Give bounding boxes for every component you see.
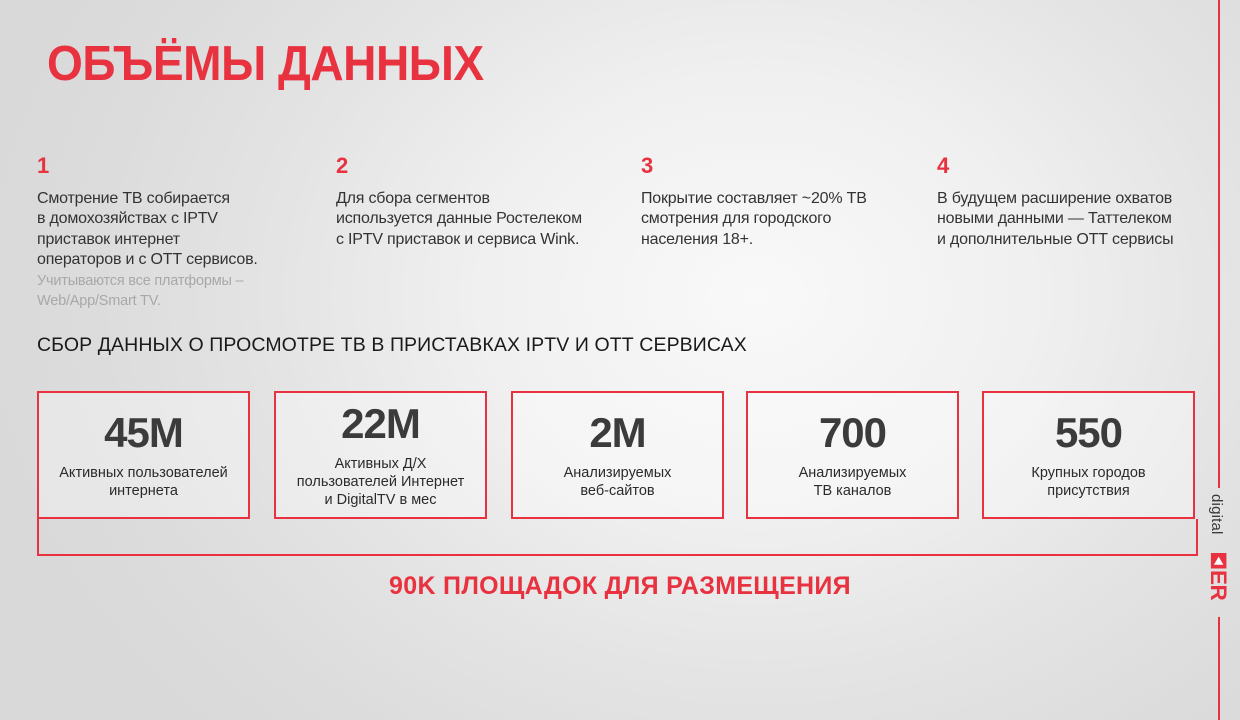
svg-text:ER: ER [1208,570,1228,601]
svg-text:digital: digital [1208,494,1225,535]
